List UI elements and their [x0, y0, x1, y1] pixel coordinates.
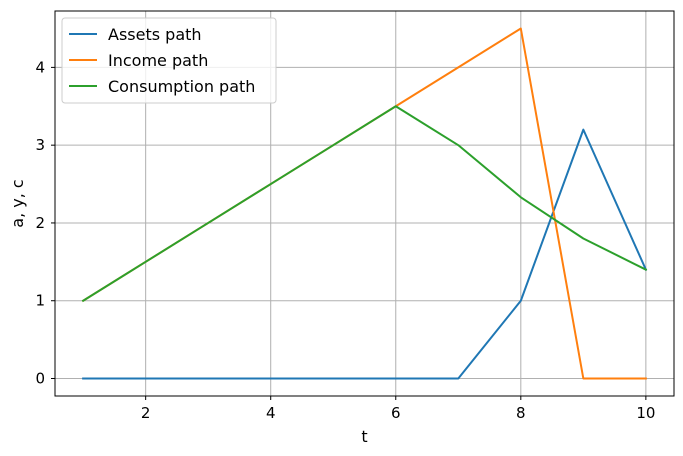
- legend-label: Assets path: [108, 25, 202, 44]
- axis-ticks: 2 4 6 8 10 0 1 2 3 4: [35, 58, 655, 422]
- x-tick-label: 6: [391, 404, 401, 422]
- series-line-assets-path: [82, 128, 648, 380]
- x-tick-label: 10: [636, 404, 655, 422]
- y-axis-label: a, y, c: [8, 179, 27, 227]
- legend-item: Income path: [69, 51, 208, 70]
- legend-box: [61, 17, 277, 104]
- x-axis-label: t: [361, 427, 367, 446]
- legend: Assets path Income path Consumption path: [61, 17, 277, 104]
- x-tick-label: 4: [266, 404, 276, 422]
- legend-item: Consumption path: [69, 77, 255, 96]
- y-tick-label: 3: [35, 136, 45, 154]
- y-tick-label: 1: [35, 292, 45, 310]
- x-tick-label: 8: [516, 404, 526, 422]
- legend-label: Income path: [108, 51, 208, 70]
- plot-area-frame: [54, 10, 675, 397]
- y-tick-label: 0: [35, 370, 45, 388]
- y-tick-label: 2: [35, 214, 45, 232]
- legend-label: Consumption path: [108, 77, 255, 96]
- legend-item: Assets path: [69, 25, 202, 44]
- series-line-consumption-path: [81, 105, 648, 303]
- y-tick-label: 4: [35, 58, 45, 76]
- series-lines: [81, 27, 648, 380]
- x-tick-label: 2: [141, 404, 151, 422]
